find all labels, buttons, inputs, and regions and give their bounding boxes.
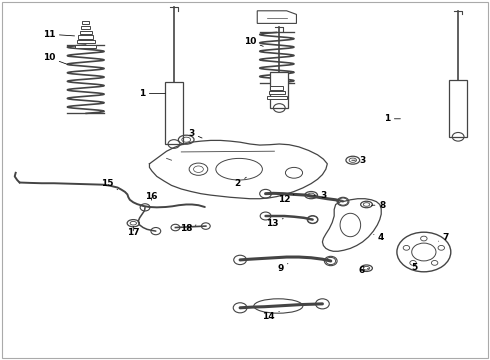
Bar: [81, 26, 90, 29]
Bar: [270, 86, 283, 90]
Bar: [80, 31, 92, 34]
Text: 1: 1: [384, 114, 400, 123]
Text: 6: 6: [359, 266, 368, 275]
Bar: [267, 96, 287, 99]
Text: 10: 10: [244, 37, 263, 46]
Text: 2: 2: [235, 177, 246, 188]
Text: 5: 5: [411, 263, 417, 271]
Text: 1: 1: [139, 89, 165, 98]
Bar: [77, 40, 95, 43]
Bar: [165, 82, 183, 144]
Text: 18: 18: [180, 224, 196, 233]
Text: 10: 10: [43, 53, 67, 64]
Text: 3: 3: [352, 156, 366, 165]
Text: 13: 13: [266, 219, 283, 228]
Text: 8: 8: [371, 201, 385, 210]
Bar: [270, 72, 288, 108]
Bar: [269, 91, 285, 94]
Ellipse shape: [340, 213, 361, 237]
Text: 15: 15: [100, 179, 118, 190]
Text: 7: 7: [439, 233, 449, 242]
Text: 3: 3: [188, 129, 202, 138]
Text: 11: 11: [43, 30, 74, 39]
Text: 14: 14: [262, 311, 279, 321]
Bar: [82, 21, 89, 24]
Bar: [449, 80, 467, 137]
Polygon shape: [322, 199, 381, 251]
Text: 9: 9: [277, 264, 288, 273]
Bar: [75, 45, 96, 48]
Text: 12: 12: [278, 194, 294, 204]
Bar: [78, 35, 93, 39]
Text: 3: 3: [314, 191, 326, 199]
Text: 16: 16: [145, 192, 157, 201]
Text: 4: 4: [374, 233, 385, 242]
Circle shape: [397, 232, 451, 272]
Text: 17: 17: [127, 226, 140, 237]
